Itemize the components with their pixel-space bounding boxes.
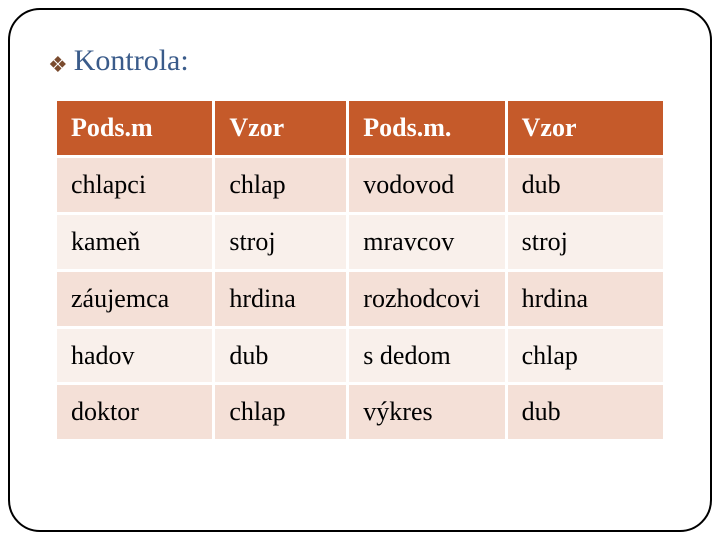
col-header: Vzor bbox=[506, 100, 664, 157]
table-cell: doktor bbox=[56, 384, 214, 441]
table-cell: dub bbox=[214, 327, 348, 384]
table-cell: hrdina bbox=[214, 270, 348, 327]
table-cell: rozhodcovi bbox=[348, 270, 506, 327]
table-row: kameň stroj mravcov stroj bbox=[56, 213, 665, 270]
table-cell: chlap bbox=[506, 327, 664, 384]
grammar-table: Pods.m Vzor Pods.m. Vzor chlapci chlap v… bbox=[54, 98, 666, 442]
table-cell: stroj bbox=[506, 213, 664, 270]
table-row: hadov dub s dedom chlap bbox=[56, 327, 665, 384]
table-cell: dub bbox=[506, 384, 664, 441]
table-cell: dub bbox=[506, 156, 664, 213]
table-header-row: Pods.m Vzor Pods.m. Vzor bbox=[56, 100, 665, 157]
heading: ❖ Kontrola: bbox=[48, 44, 666, 78]
table-cell: výkres bbox=[348, 384, 506, 441]
table-cell: vodovod bbox=[348, 156, 506, 213]
table-cell: s dedom bbox=[348, 327, 506, 384]
table-cell: kameň bbox=[56, 213, 214, 270]
table-cell: chlap bbox=[214, 156, 348, 213]
col-header: Vzor bbox=[214, 100, 348, 157]
col-header: Pods.m bbox=[56, 100, 214, 157]
table-row: doktor chlap výkres dub bbox=[56, 384, 665, 441]
table-cell: záujemca bbox=[56, 270, 214, 327]
table-cell: chlap bbox=[214, 384, 348, 441]
bullet-diamond-icon: ❖ bbox=[48, 54, 68, 76]
table-body: chlapci chlap vodovod dub kameň stroj mr… bbox=[56, 156, 665, 440]
table-cell: hadov bbox=[56, 327, 214, 384]
table-cell: stroj bbox=[214, 213, 348, 270]
table-row: záujemca hrdina rozhodcovi hrdina bbox=[56, 270, 665, 327]
table-row: chlapci chlap vodovod dub bbox=[56, 156, 665, 213]
table-cell: chlapci bbox=[56, 156, 214, 213]
slide-frame: ❖ Kontrola: Pods.m Vzor Pods.m. Vzor chl… bbox=[8, 8, 712, 532]
col-header: Pods.m. bbox=[348, 100, 506, 157]
heading-text: Kontrola: bbox=[74, 44, 189, 78]
table-cell: hrdina bbox=[506, 270, 664, 327]
table-cell: mravcov bbox=[348, 213, 506, 270]
